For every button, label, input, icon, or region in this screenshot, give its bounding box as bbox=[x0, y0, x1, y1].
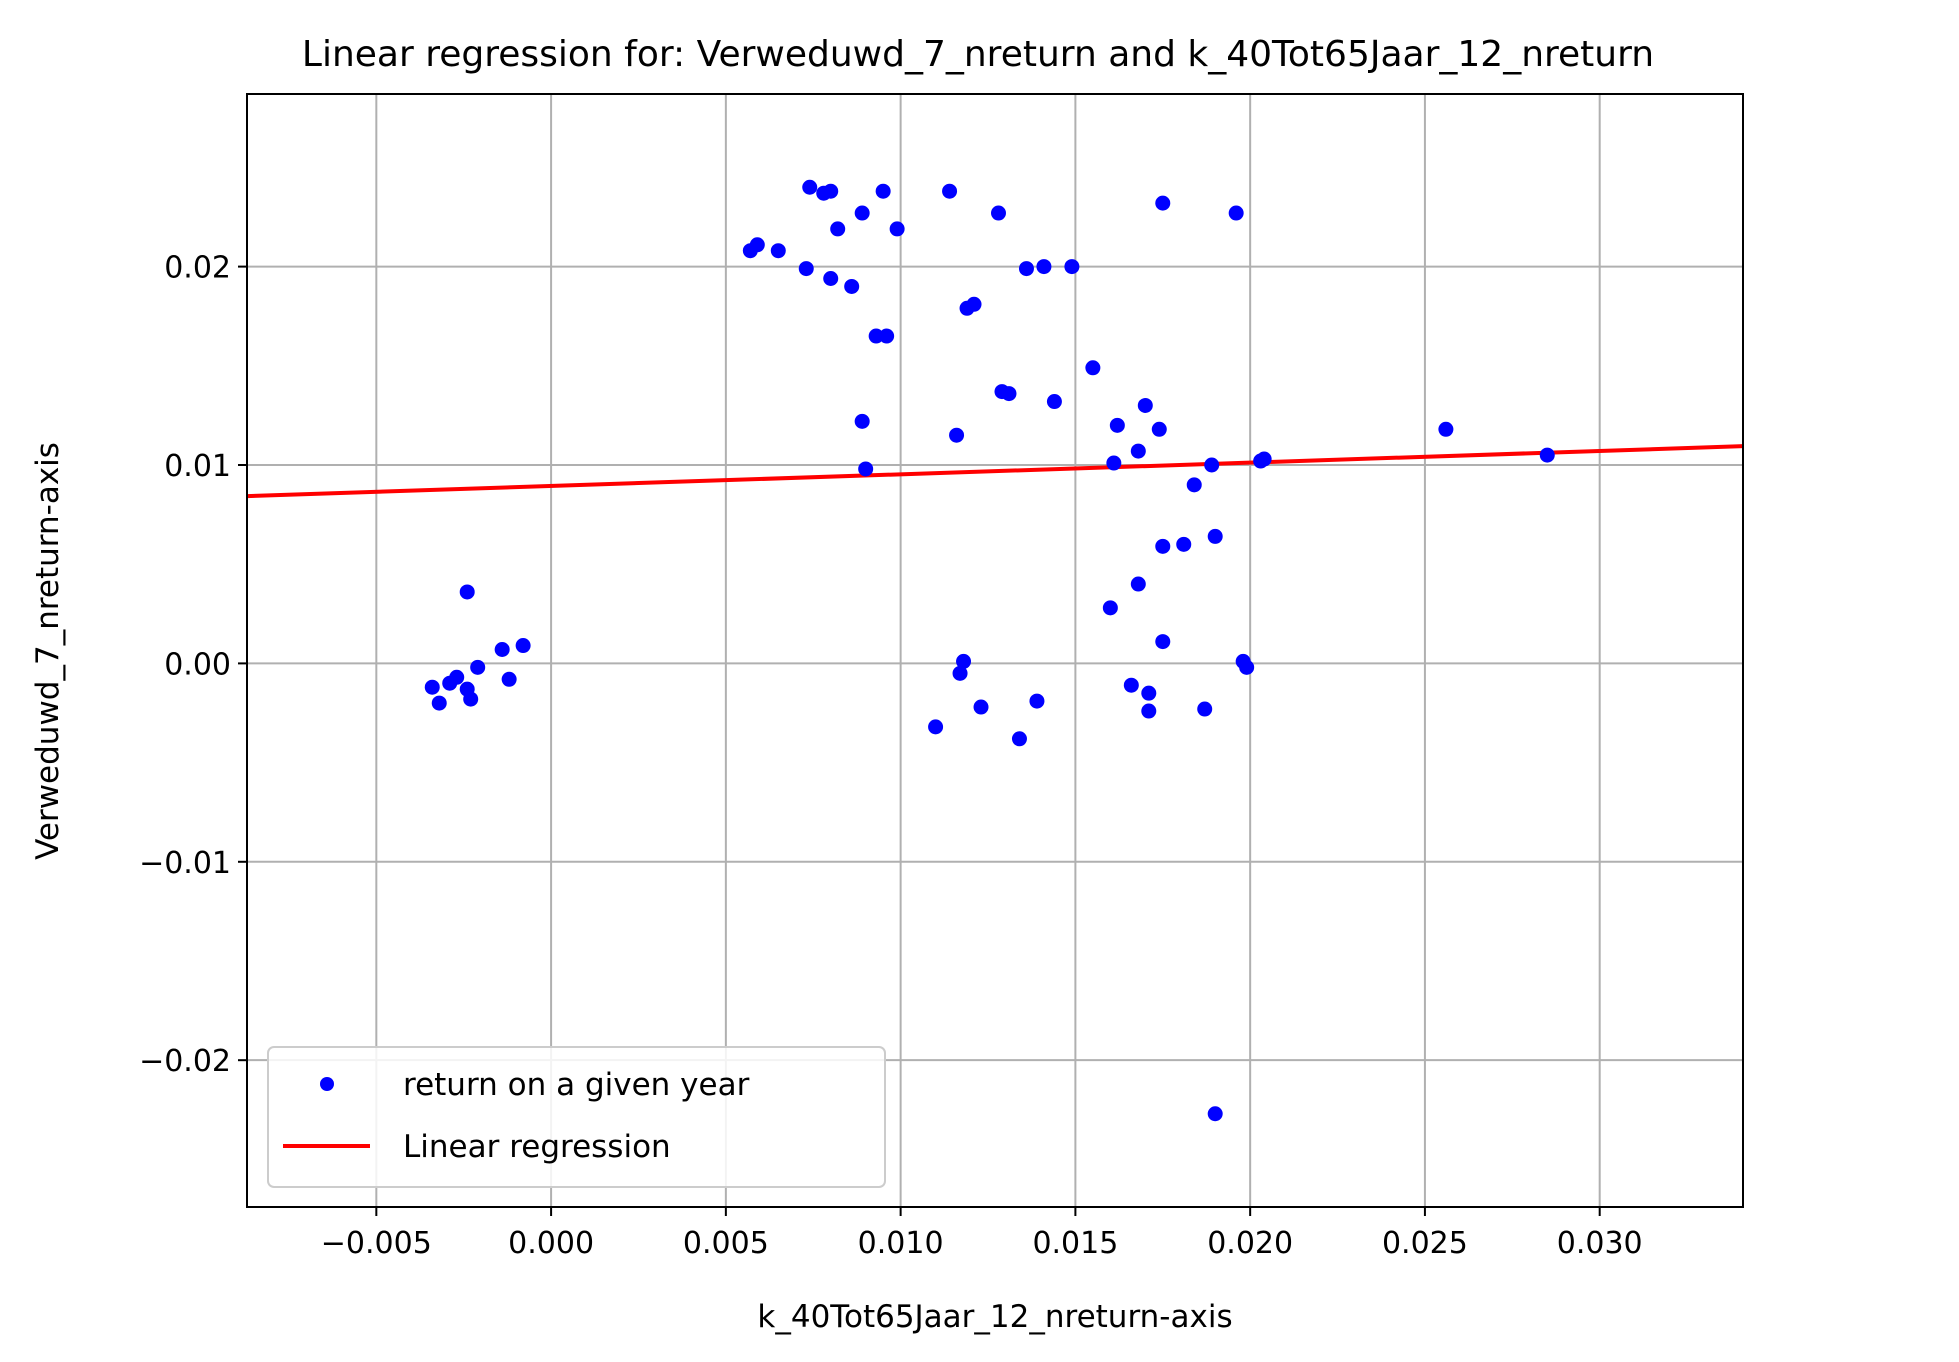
y-axis-label: Verweduwd_7_nreturn-axis bbox=[30, 442, 66, 860]
data-point bbox=[1438, 421, 1454, 437]
data-point bbox=[823, 183, 839, 199]
y-tick-label: 0.00 bbox=[164, 647, 231, 682]
data-point bbox=[1207, 1106, 1223, 1122]
data-point bbox=[830, 221, 846, 237]
data-point bbox=[1130, 576, 1146, 592]
x-axis-label: k_40Tot65Jaar_12_nreturn-axis bbox=[757, 1299, 1232, 1335]
data-point bbox=[501, 671, 517, 687]
chart-title: Linear regression for: Verweduwd_7_nretu… bbox=[302, 34, 1654, 75]
y-tick-label: 0.02 bbox=[164, 251, 231, 286]
data-point bbox=[1141, 703, 1157, 719]
y-tick-label: −0.01 bbox=[139, 846, 231, 881]
data-point bbox=[1228, 205, 1244, 221]
data-point bbox=[1186, 477, 1202, 493]
data-point bbox=[823, 271, 839, 287]
data-point bbox=[749, 237, 765, 253]
data-point bbox=[1155, 538, 1171, 554]
data-point bbox=[844, 278, 860, 294]
x-axis-ticks: −0.005 0.000 0.005 0.010 0.015 0.020 0.025 0.03… bbox=[321, 1207, 1643, 1261]
legend: return on a given year Linear regression bbox=[267, 1046, 886, 1188]
regression-layer bbox=[246, 444, 1744, 499]
data-point bbox=[1137, 397, 1153, 413]
data-point bbox=[459, 584, 475, 600]
data-point bbox=[858, 461, 874, 477]
regression-line bbox=[246, 444, 1744, 499]
y-axis-ticks: −0.02 −0.01 0.00 0.01 0.02 bbox=[139, 251, 247, 1079]
data-point bbox=[1106, 455, 1122, 471]
x-tick-label: 0.030 bbox=[1557, 1226, 1643, 1261]
y-tick-label: −0.02 bbox=[139, 1044, 231, 1079]
data-point bbox=[1204, 457, 1220, 473]
x-tick-label: 0.005 bbox=[683, 1226, 769, 1261]
data-point bbox=[798, 261, 814, 277]
data-point bbox=[966, 296, 982, 312]
x-tick-label: 0.010 bbox=[858, 1226, 944, 1261]
legend-scatter-marker bbox=[320, 1077, 334, 1091]
data-point bbox=[1207, 528, 1223, 544]
x-tick-label: 0.025 bbox=[1382, 1226, 1468, 1261]
data-point bbox=[949, 427, 965, 443]
data-point bbox=[463, 691, 479, 707]
legend-label-scatter: return on a given year bbox=[403, 1067, 750, 1103]
data-point bbox=[431, 695, 447, 711]
data-point bbox=[990, 205, 1006, 221]
data-point bbox=[515, 638, 531, 654]
data-point bbox=[1151, 421, 1167, 437]
data-point bbox=[1102, 600, 1118, 616]
data-point bbox=[868, 328, 884, 344]
data-point bbox=[1085, 360, 1101, 376]
data-point bbox=[424, 679, 440, 695]
data-point bbox=[1239, 659, 1255, 675]
data-point bbox=[1036, 259, 1052, 275]
data-point bbox=[1176, 536, 1192, 552]
data-point bbox=[956, 653, 972, 669]
data-point bbox=[942, 183, 958, 199]
data-point bbox=[1539, 447, 1555, 463]
legend-box bbox=[267, 1046, 886, 1188]
data-point bbox=[1011, 731, 1027, 747]
data-point bbox=[1141, 685, 1157, 701]
data-point bbox=[973, 699, 989, 715]
x-tick-label: 0.000 bbox=[508, 1226, 594, 1261]
data-point bbox=[879, 328, 895, 344]
data-point bbox=[928, 719, 944, 735]
y-tick-label: 0.01 bbox=[164, 449, 231, 484]
data-point bbox=[1001, 386, 1017, 402]
data-point bbox=[854, 413, 870, 429]
data-point bbox=[854, 205, 870, 221]
data-point bbox=[1046, 394, 1062, 410]
grid-lines bbox=[247, 94, 1743, 1207]
x-tick-label: 0.020 bbox=[1207, 1226, 1293, 1261]
x-tick-label: 0.015 bbox=[1032, 1226, 1118, 1261]
data-point bbox=[1256, 451, 1272, 467]
data-point bbox=[1109, 417, 1125, 433]
data-point bbox=[952, 665, 968, 681]
data-point bbox=[875, 183, 891, 199]
data-point bbox=[1123, 677, 1139, 693]
data-point bbox=[470, 659, 486, 675]
data-point bbox=[1064, 259, 1080, 275]
data-point bbox=[1130, 443, 1146, 459]
data-point bbox=[1197, 701, 1213, 717]
data-point bbox=[889, 221, 905, 237]
data-point bbox=[1029, 693, 1045, 709]
legend-label-regression: Linear regression bbox=[403, 1129, 671, 1165]
plot-area-frame bbox=[246, 93, 1744, 1208]
x-tick-label: −0.005 bbox=[321, 1226, 432, 1261]
data-point bbox=[802, 179, 818, 195]
scatter-points bbox=[424, 179, 1555, 1122]
data-point bbox=[770, 243, 786, 259]
data-point bbox=[1155, 634, 1171, 650]
data-point bbox=[1155, 195, 1171, 211]
data-point bbox=[1018, 261, 1034, 277]
data-point bbox=[494, 642, 510, 658]
data-point bbox=[449, 669, 465, 685]
